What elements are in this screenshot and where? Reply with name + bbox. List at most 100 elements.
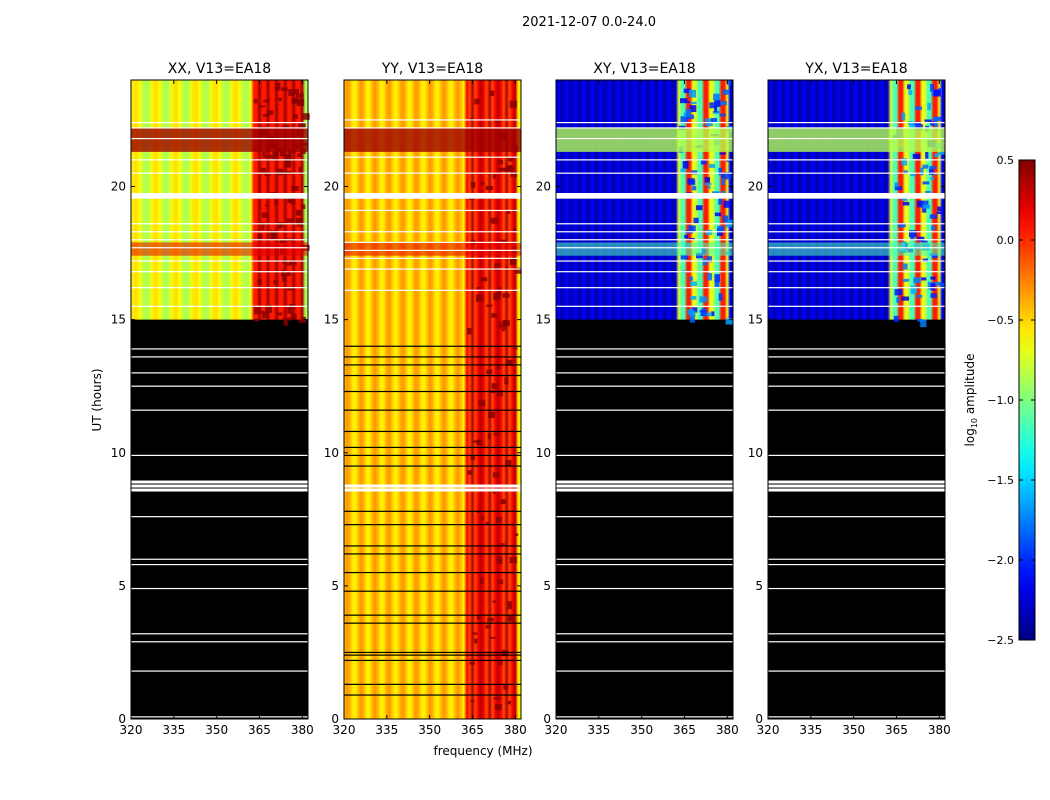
flagged-row: [131, 172, 308, 174]
heatmap-cell: [911, 122, 916, 130]
heatmap-cell: [505, 359, 514, 366]
heatmap-cell: [257, 233, 263, 242]
heatmap-cell: [507, 601, 513, 610]
flagged-row: [131, 480, 308, 484]
flagged-row: [344, 488, 521, 492]
heatmap-cell: [503, 319, 507, 327]
flagged-row: [556, 563, 733, 566]
colorbar-label-main: log: [963, 428, 977, 446]
flagged-row: [344, 524, 521, 526]
flagged-row: [131, 372, 308, 374]
flagged-row: [556, 454, 733, 457]
flagged-row: [768, 192, 945, 196]
heatmap-cell: [686, 114, 695, 120]
flagged-row: [344, 257, 521, 259]
heatmap-cell: [288, 89, 295, 96]
y-tick-label: 5: [118, 579, 126, 593]
heatmap-cell: [689, 105, 697, 113]
panel-title: YY, V13=EA18: [381, 61, 483, 77]
colorbar-tick-label: −1.0: [987, 394, 1014, 407]
flagged-row: [768, 641, 945, 643]
heatmap-cell: [909, 230, 917, 237]
x-tick-label: 320: [120, 723, 143, 737]
heatmap-cell: [714, 281, 720, 287]
heatmap-cell: [301, 316, 306, 323]
y-tick-label: 20: [748, 180, 763, 194]
x-tick-label: 320: [545, 723, 568, 737]
flagged-row: [131, 192, 308, 196]
flagged-row: [768, 587, 945, 590]
heatmap-cell: [710, 118, 718, 122]
flagged-row: [556, 192, 733, 196]
x-tick-label: 320: [333, 723, 356, 737]
heatmap-cell: [902, 201, 910, 206]
flagged-row: [344, 622, 521, 624]
flagged-row: [344, 127, 521, 129]
figure-suptitle: 2021-12-07 0.0-24.0: [522, 15, 656, 30]
heatmap-cell: [475, 294, 484, 302]
heatmap-cell: [262, 151, 266, 158]
heatmap-cell: [934, 281, 942, 286]
flagged-row: [344, 683, 521, 685]
heatmap-cell: [902, 278, 910, 282]
heatmap-cell: [485, 624, 491, 629]
y-tick-label: 5: [755, 579, 763, 593]
colorbar-label-rest: amplitude: [963, 354, 977, 418]
heatmap-cell: [930, 293, 937, 298]
flagged-row: [344, 390, 521, 393]
heatmap-data: [768, 80, 945, 320]
heatmap-cell: [714, 274, 720, 283]
flagged-row: [556, 127, 733, 129]
flagged-row: [344, 694, 521, 696]
heatmap-cell: [930, 276, 936, 280]
flagged-row: [768, 247, 945, 249]
heatmap-cell: [929, 121, 938, 126]
heatmap-cell: [492, 174, 496, 179]
y-tick-label: 0: [118, 712, 126, 726]
flagged-row: [131, 641, 308, 643]
heatmap-cell: [263, 99, 270, 103]
heatmap-cell: [262, 311, 269, 319]
x-tick-label: 380: [716, 723, 739, 737]
flagged-row: [344, 409, 521, 411]
heatmap-cell: [909, 121, 914, 128]
heatmap-cell: [688, 225, 696, 233]
flagged-row: [768, 356, 945, 358]
flagged-row: [131, 223, 308, 225]
heatmap-cell: [711, 311, 715, 317]
heatmap-cell: [496, 556, 503, 564]
x-tick-label: 350: [205, 723, 228, 737]
heatmap-cell: [279, 239, 286, 244]
flagged-row: [131, 716, 308, 718]
heatmap-cell: [718, 293, 723, 301]
x-tick-label: 380: [291, 723, 314, 737]
flagged-row: [768, 563, 945, 566]
flagged-row: [556, 231, 733, 233]
flagged-row: [556, 516, 733, 518]
flagged-row: [131, 409, 308, 411]
x-tick-label: 380: [928, 723, 951, 737]
heatmap-cell: [273, 279, 278, 285]
rfi-row: [344, 242, 521, 256]
heatmap-cell: [298, 122, 306, 129]
x-tick-label: 350: [418, 723, 441, 737]
flagged-row: [344, 465, 521, 467]
flagged-row: [344, 374, 521, 377]
rfi-row: [556, 242, 733, 256]
y-tick-label: 0: [755, 712, 763, 726]
heatmap-cell: [487, 617, 494, 622]
heatmap-cell: [469, 662, 476, 665]
flagged-row: [344, 571, 521, 574]
flagged-row: [344, 430, 521, 433]
flagged-row: [344, 268, 521, 270]
heatmap-cell: [910, 285, 918, 294]
heatmap-cell: [480, 516, 485, 521]
flagged-row: [131, 239, 308, 241]
heatmap-cell: [300, 92, 304, 95]
heatmap-cell: [682, 161, 689, 169]
heatmap-cell: [680, 254, 688, 260]
heatmap-cell: [508, 157, 514, 162]
rfi-row: [768, 127, 945, 152]
flagged-row: [344, 654, 521, 656]
heatmap-cell: [476, 286, 480, 290]
